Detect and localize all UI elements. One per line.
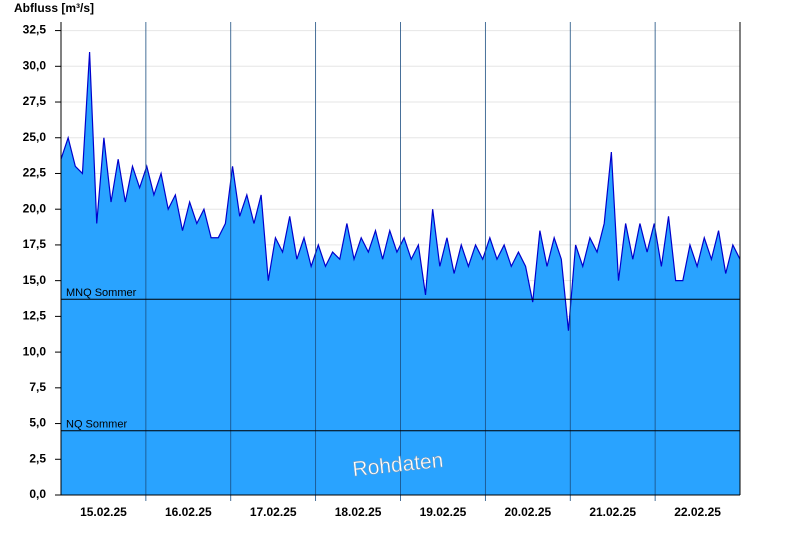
x-tick-label: 15.02.25 [80, 505, 127, 519]
y-tick-label: 7,5 [29, 380, 46, 394]
y-tick-label: 0,0 [29, 487, 46, 501]
y-tick-label: 27,5 [23, 94, 47, 108]
y-axis-label: Abfluss [m³/s] [14, 1, 94, 15]
y-tick-label: 2,5 [29, 451, 46, 465]
y-tick-label: 32,5 [23, 23, 47, 37]
x-tick-label: 18.02.25 [335, 505, 382, 519]
reference-label: NQ Sommer [66, 419, 127, 431]
y-tick-label: 20,0 [23, 201, 47, 215]
y-tick-label: 17,5 [23, 237, 47, 251]
reference-label: MNQ Sommer [66, 287, 137, 299]
y-tick-label: 15,0 [23, 273, 47, 287]
y-tick-label: 10,0 [23, 344, 47, 358]
x-tick-label: 22.02.25 [674, 505, 721, 519]
y-tick-label: 12,5 [23, 309, 47, 323]
x-tick-label: 17.02.25 [250, 505, 297, 519]
y-tick-label: 25,0 [23, 130, 47, 144]
y-tick-label: 22,5 [23, 166, 47, 180]
y-tick-label: 30,0 [23, 58, 47, 72]
x-tick-label: 16.02.25 [165, 505, 212, 519]
y-tick-label: 5,0 [29, 416, 46, 430]
x-tick-label: 20.02.25 [504, 505, 551, 519]
x-tick-label: 21.02.25 [589, 505, 636, 519]
x-tick-label: 19.02.25 [420, 505, 467, 519]
